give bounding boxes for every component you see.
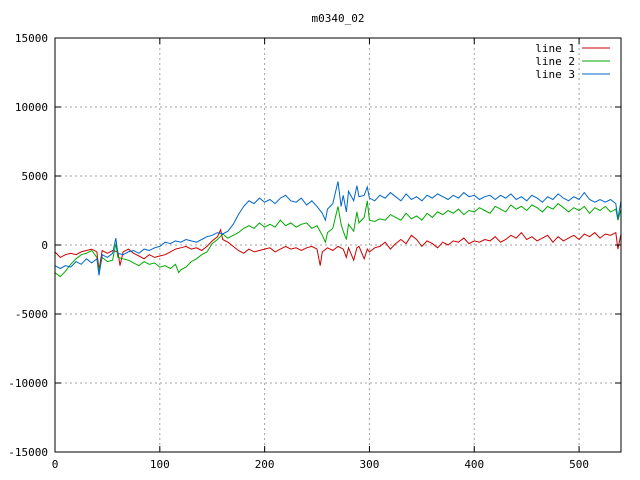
y-tick-label: 5000 — [22, 170, 49, 183]
y-tick-label: -5000 — [15, 308, 48, 321]
y-tick-label: 15000 — [15, 32, 48, 45]
y-tick-label: 0 — [41, 239, 48, 252]
series-lines — [54, 181, 622, 278]
x-tick-label: 0 — [52, 458, 59, 471]
x-tick-label: 400 — [464, 458, 484, 471]
legend-label: line 3 — [535, 68, 575, 81]
series-line-2 — [54, 200, 622, 278]
ticks: 0 100 200 300 400 500 -15000 -10000 -5000 0 5000 10… — [8, 32, 621, 471]
legend-label: line 2 — [535, 55, 575, 68]
x-tick-label: 200 — [255, 458, 275, 471]
legend-label: line 1 — [535, 42, 575, 55]
series-line-1 — [54, 228, 622, 270]
grid — [55, 38, 621, 452]
x-tick-label: 100 — [150, 458, 170, 471]
y-tick-label: -10000 — [8, 377, 48, 390]
y-tick-label: -15000 — [8, 446, 48, 459]
series-line-3 — [54, 181, 622, 276]
chart-title: m0340_02 — [312, 12, 365, 25]
y-tick-label: 10000 — [15, 101, 48, 114]
x-tick-label: 300 — [360, 458, 380, 471]
x-tick-label: 500 — [569, 458, 589, 471]
